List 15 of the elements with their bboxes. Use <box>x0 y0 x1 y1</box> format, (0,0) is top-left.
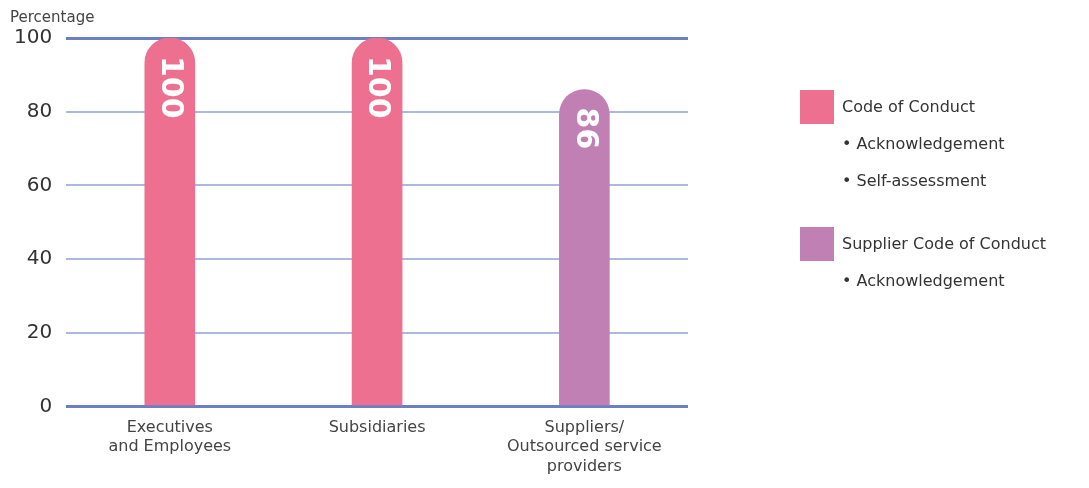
y-tick-label: 40 <box>26 245 53 270</box>
y-axis-title: Percentage <box>10 8 95 26</box>
legend-label: Code of Conduct • Acknowledgement • Self-assessment <box>842 96 1005 192</box>
y-tick-label: 80 <box>26 97 53 122</box>
data-label: 86 <box>569 107 605 150</box>
x-tick-label: Executives and Employees <box>108 417 232 456</box>
y-tick-label: 60 <box>26 171 53 196</box>
data-label: 100 <box>362 56 398 119</box>
x-tick-label: Subsidiaries <box>328 417 426 437</box>
y-tick-label: 100 <box>13 24 53 49</box>
data-label: 100 <box>155 56 191 119</box>
y-tick-label: 20 <box>26 318 53 343</box>
legend-label: Supplier Code of Conduct • Acknowledgement <box>842 233 1047 292</box>
y-tick-label: 0 <box>39 392 53 417</box>
x-tick-label: Suppliers/ Outsourced service providers <box>507 417 662 475</box>
